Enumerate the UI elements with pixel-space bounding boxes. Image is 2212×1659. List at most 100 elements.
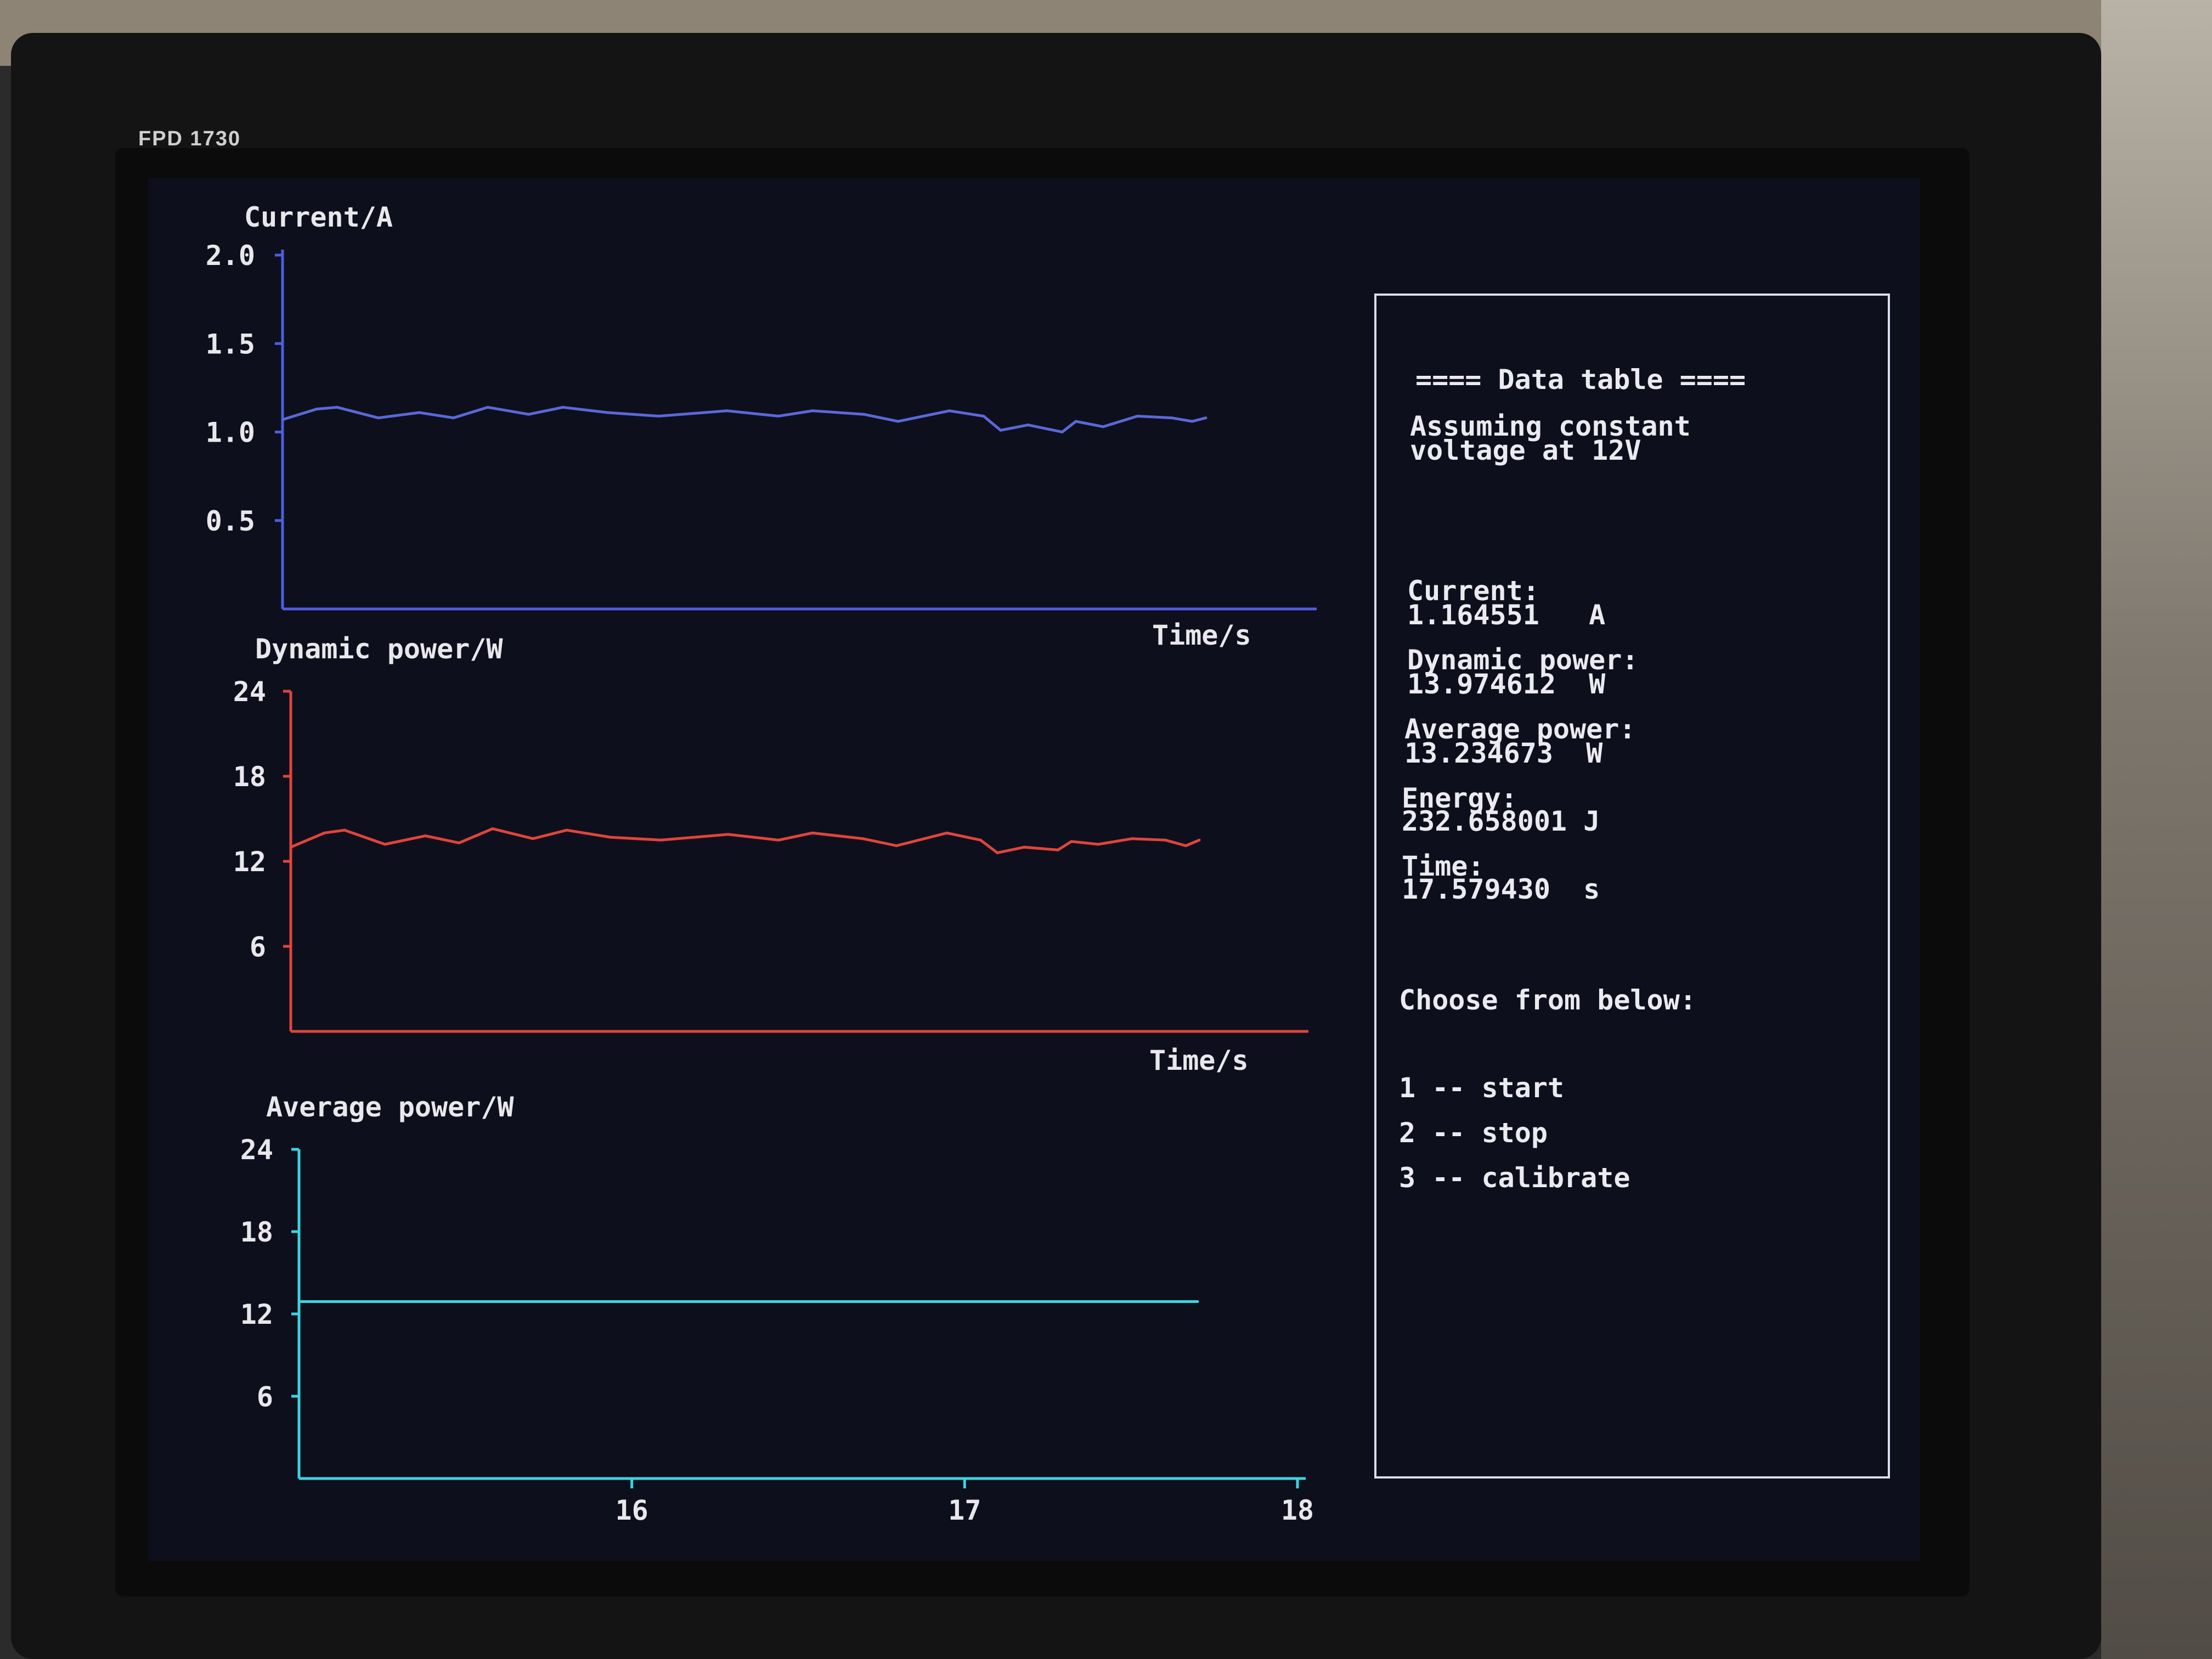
dynamic-power-label: Dynamic power:: [1407, 644, 1639, 676]
dynamic-data-point: [532, 837, 535, 840]
current-data-point: [1170, 416, 1173, 420]
data-table-note-line2: voltage at 12V: [1410, 435, 1641, 466]
average-ytick-label: 24: [240, 1134, 273, 1166]
current-data-point: [896, 420, 900, 423]
data-table-panel: [1374, 294, 1890, 1479]
dynamic-data-point: [777, 838, 780, 842]
current-data-point: [1074, 420, 1077, 423]
current-data-point: [1204, 416, 1207, 420]
current-data-point: [1102, 425, 1105, 428]
dynamic-series-line: [290, 827, 1200, 855]
menu-item-stop[interactable]: 2 -- stop: [1399, 1117, 1548, 1149]
dynamic-data-point: [996, 851, 999, 854]
current-ytick-label: 0.5: [206, 505, 255, 537]
average-ytick-label: 18: [240, 1216, 273, 1248]
dynamic-data-point: [343, 828, 346, 832]
current-ytick-label: 1.0: [206, 417, 255, 449]
dynamic-data-point: [1164, 838, 1167, 842]
current-data-point: [1060, 431, 1064, 433]
dynamic-ytick-label: 6: [250, 931, 266, 963]
dynamic-data-point: [1130, 837, 1133, 840]
current-data-point: [281, 418, 284, 421]
dynamic-data-point: [1198, 838, 1201, 842]
current-chart-title: Current/A: [244, 201, 393, 233]
dynamic-data-point: [1097, 843, 1100, 846]
average-ytick-label: 12: [240, 1299, 273, 1330]
current-data-point: [377, 416, 380, 420]
current-data-point: [417, 411, 421, 414]
time-value: 17.579430 s: [1402, 873, 1600, 905]
dynamic-data-point: [1023, 845, 1026, 849]
current-data-point: [777, 414, 780, 417]
dynamic-data-point: [1184, 844, 1187, 848]
dynamic-data-point: [1070, 840, 1073, 843]
current-data-point: [982, 414, 985, 417]
dynamic-yticks: 24 18 12 6: [233, 676, 291, 963]
dynamic-data-point: [811, 831, 814, 834]
current-data-point: [606, 411, 609, 414]
dynamic-power-chart: Dynamic power/W Time/s 24 18 12 6: [233, 633, 1308, 1076]
dynamic-data-point: [945, 831, 949, 834]
dynamic-data-point: [895, 844, 898, 848]
current-data-point: [725, 409, 729, 413]
dynamic-data-point: [659, 838, 663, 842]
data-table-header: ==== Data table ====: [1415, 364, 1746, 396]
current-data-point: [561, 405, 565, 409]
dynamic-data-point: [726, 833, 730, 836]
dynamic-data-point: [458, 841, 461, 844]
dynamic-data-point: [861, 837, 865, 840]
menu-item-start[interactable]: 1 -- start: [1399, 1072, 1565, 1104]
current-series-points: [281, 405, 1207, 433]
monitor-brand-label: FPD 1730: [138, 127, 241, 150]
dynamic-ytick-label: 24: [233, 676, 266, 708]
current-label: Current:: [1407, 575, 1539, 607]
current-data-point: [1136, 414, 1139, 417]
average-chart-title: Average power/W: [266, 1091, 514, 1123]
average-power-value: 13.234673 W: [1404, 737, 1603, 769]
average-xtick-label: 17: [948, 1494, 981, 1526]
current-data-point: [657, 414, 661, 417]
energy-label: Energy:: [1402, 782, 1517, 814]
monitor-screen: Current/A Time/s 2.0 1.5 1.0 0.5 Dynamic po…: [148, 178, 1920, 1561]
current-data-point: [862, 413, 866, 416]
dynamic-data-point: [565, 828, 568, 832]
current-data-point: [999, 428, 1002, 432]
current-yticks: 2.0 1.5 1.0 0.5: [206, 240, 283, 537]
average-power-chart: Average power/W 24 18 12 6 16 17 18: [240, 1091, 1314, 1526]
current-data-point: [527, 413, 531, 416]
menu-title: Choose from below:: [1399, 984, 1696, 1016]
current-series-line: [282, 405, 1206, 434]
dynamic-data-point: [609, 836, 612, 839]
current-data-point: [315, 408, 318, 411]
dynamic-data-point: [424, 834, 427, 837]
dynamic-chart-title: Dynamic power/W: [255, 633, 503, 665]
current-data-point: [486, 405, 489, 409]
dynamic-data-point: [979, 838, 982, 842]
energy-value: 232.658001 J: [1402, 805, 1600, 837]
average-data-point: [297, 1300, 301, 1303]
average-yticks: 24 18 12 6: [240, 1134, 299, 1413]
current-data-point: [452, 416, 455, 420]
background-lab: [2101, 0, 2212, 1659]
current-chart-xlabel: Time/s: [1152, 619, 1251, 651]
current-ytick-label: 2.0: [206, 240, 255, 272]
current-data-point: [948, 409, 951, 413]
average-power-label: Average power:: [1404, 713, 1636, 745]
dynamic-data-point: [1056, 848, 1059, 851]
dynamic-ytick-label: 12: [233, 846, 266, 878]
average-xticks: 16 17 18: [616, 1479, 1314, 1526]
average-xtick-label: 16: [616, 1494, 648, 1526]
dynamic-power-value: 13.974612 W: [1407, 668, 1606, 700]
time-label: Time:: [1402, 850, 1485, 882]
current-data-point: [1190, 420, 1194, 423]
dynamic-series-points: [289, 827, 1201, 854]
dynamic-chart-xlabel: Time/s: [1149, 1045, 1249, 1076]
menu-item-calibrate[interactable]: 3 -- calibrate: [1399, 1162, 1630, 1194]
current-chart: Current/A Time/s 2.0 1.5 1.0 0.5: [206, 201, 1317, 651]
current-data-point: [1026, 424, 1030, 427]
average-data-point: [1196, 1300, 1199, 1303]
dynamic-ytick-label: 18: [233, 761, 266, 793]
average-ytick-label: 6: [257, 1381, 273, 1413]
current-data-point: [336, 405, 339, 409]
data-table-note-line1: Assuming constant: [1410, 410, 1691, 442]
